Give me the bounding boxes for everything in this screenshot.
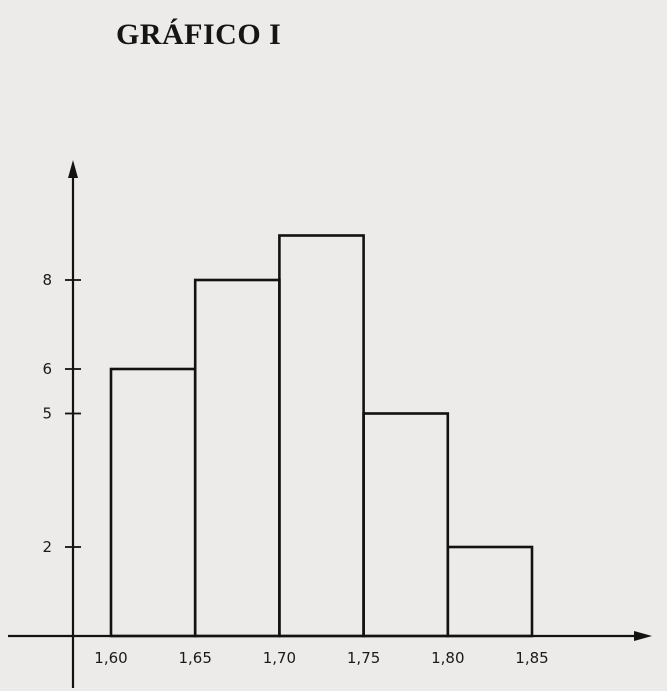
histogram-bar-5 (446, 545, 534, 638)
x-tick-label-1: 1,60 (94, 649, 127, 667)
y-tick-label-8: 8 (42, 271, 52, 289)
y-tick-label-2: 2 (42, 538, 52, 556)
histogram-bar-2 (193, 278, 281, 638)
histogram-bar-4 (362, 412, 450, 638)
chart-title: GRÁFICO I (116, 18, 282, 51)
x-axis-arrowhead (634, 631, 652, 641)
histogram-bar-3 (278, 234, 365, 638)
x-tick-label-2: 1,65 (178, 649, 211, 667)
y-tick-label-5: 5 (42, 405, 52, 423)
x-tick-label-4: 1,75 (347, 649, 380, 667)
histogram-bar-1 (109, 367, 197, 638)
x-tick-label-3: 1,70 (263, 649, 296, 667)
x-tick-label-5: 1,80 (431, 649, 464, 667)
y-axis-arrowhead (68, 160, 78, 178)
y-tick-label-6: 6 (42, 360, 52, 378)
x-tick-label-6: 1,85 (515, 649, 548, 667)
